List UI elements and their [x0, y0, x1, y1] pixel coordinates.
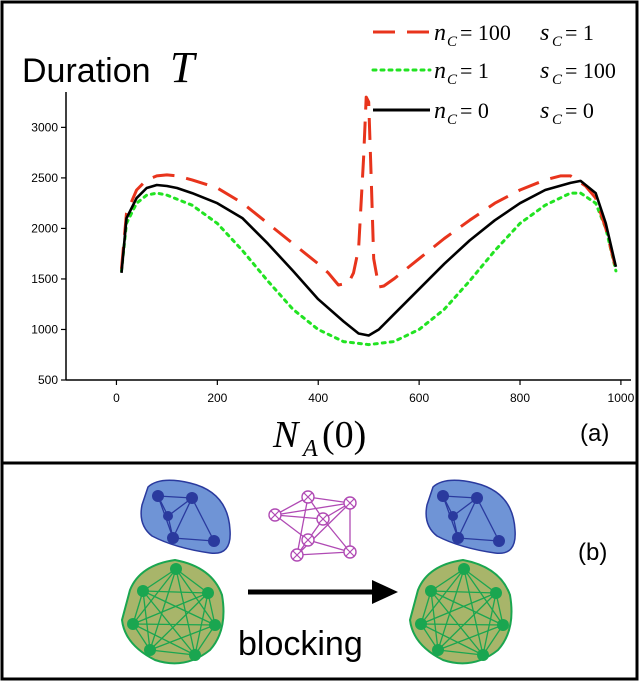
legend-n-var: n: [434, 58, 446, 84]
right-blue-cluster: [425, 479, 516, 555]
x-tick-label: 0: [113, 391, 120, 405]
blocking-node: [343, 496, 357, 510]
blocking-node: [268, 508, 282, 522]
legend-s-var: s: [540, 20, 549, 46]
legend-s-var: s: [540, 58, 549, 84]
legend-s-sub: C: [552, 112, 563, 128]
right-green-cluster: [408, 558, 513, 665]
legend-n-sub: C: [447, 72, 458, 88]
title-text: Duration: [22, 52, 151, 90]
y-tick-label: 1500: [31, 272, 58, 286]
legend-n-val: = 0: [460, 98, 489, 123]
left-green-cluster: [120, 558, 225, 665]
title-variable: T: [170, 43, 198, 92]
series-group: [120, 95, 618, 347]
legend-entry: n C = 1 s C = 100: [371, 58, 616, 88]
x-axis-label: N A (0): [272, 414, 366, 462]
panel-a-label: (a): [580, 420, 609, 447]
series-line-1: [120, 95, 618, 289]
x-tick-label: 600: [409, 391, 429, 405]
y-tick-label: 3000: [31, 120, 58, 134]
series-line-2: [120, 191, 618, 347]
legend-s-val: = 0: [565, 98, 594, 123]
axes: [65, 92, 631, 381]
panel-a-title: Duration T: [22, 43, 198, 92]
panel-b: (b): [120, 479, 607, 665]
x-tick-label: 800: [510, 391, 530, 405]
blocking-node: [316, 512, 330, 526]
y-tick-label: 500: [38, 373, 58, 387]
series-line-3: [120, 179, 618, 337]
legend-entry: n C = 0 s C = 0: [373, 98, 594, 128]
x-label-main: N: [272, 414, 301, 456]
legend-s-val: = 100: [565, 58, 616, 83]
y-tick-label: 2000: [31, 221, 58, 235]
y-ticks: 500 1000 1500 2000 2500 3000: [31, 120, 66, 387]
legend-n-val: = 100: [460, 20, 511, 45]
blocking-arrow: [248, 580, 398, 604]
x-label-sub: A: [301, 436, 318, 462]
blocking-node: [290, 548, 304, 562]
legend-s-val: = 1: [565, 20, 594, 45]
legend-n-sub: C: [447, 112, 458, 128]
legend-entry: n C = 100 s C = 1: [373, 20, 594, 50]
x-ticks: 0 200 400 600 800 1000: [113, 380, 635, 405]
legend-n-var: n: [434, 20, 446, 46]
y-tick-label: 1000: [31, 322, 58, 336]
legend-s-sub: C: [552, 34, 563, 50]
arrow-label: blocking: [238, 625, 363, 663]
blocking-node: [301, 533, 315, 547]
blocking-node: [301, 490, 315, 504]
y-tick-label: 2500: [31, 171, 58, 185]
x-tick-label: 400: [308, 391, 328, 405]
legend-n-var: n: [434, 98, 446, 124]
legend-s-sub: C: [552, 72, 563, 88]
blocking-node: [343, 545, 357, 559]
legend-n-val: = 1: [460, 58, 489, 83]
x-label-paren: (0): [322, 414, 366, 456]
left-blue-cluster: [140, 479, 231, 555]
panel-b-label: (b): [578, 539, 607, 566]
legend-n-sub: C: [447, 34, 458, 50]
magenta-cluster: [268, 490, 357, 562]
legend-s-var: s: [540, 98, 549, 124]
x-tick-label: 1000: [608, 391, 635, 405]
x-tick-label: 200: [207, 391, 227, 405]
